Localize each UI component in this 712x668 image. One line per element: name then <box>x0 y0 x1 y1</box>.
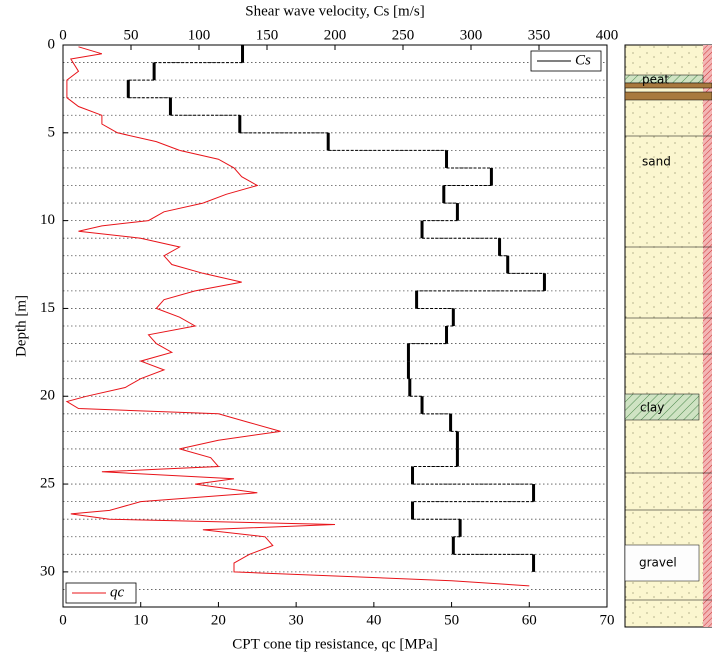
x-tick-label: 0 <box>59 612 67 628</box>
legend-label: qc <box>110 584 125 600</box>
y-tick-label: 0 <box>48 36 56 52</box>
y-tick-label: 15 <box>40 300 55 316</box>
soil-label: sand <box>642 155 671 169</box>
y-tick-label: 10 <box>40 212 55 228</box>
y-tick-label: 5 <box>48 124 56 140</box>
x-tick-label: 40 <box>366 612 381 628</box>
x2-tick-label: 100 <box>188 27 211 43</box>
soil-label: clay <box>640 401 664 415</box>
x2-tick-label: 0 <box>59 27 67 43</box>
x-tick-label: 60 <box>522 612 537 628</box>
y-tick-label: 30 <box>40 563 55 579</box>
x-tick-label: 50 <box>444 612 459 628</box>
y-axis-label: Depth [m] <box>13 295 29 357</box>
x2-tick-label: 200 <box>324 27 347 43</box>
x2-tick-label: 250 <box>392 27 415 43</box>
qc-line <box>65 46 530 587</box>
x2-tick-label: 350 <box>528 27 551 43</box>
y-tick-label: 25 <box>40 476 55 492</box>
plot-frame <box>62 44 608 608</box>
x-axis-label: CPT cone tip resistance, qc [MPa] <box>232 636 438 652</box>
x2-tick-label: 150 <box>256 27 279 43</box>
legend-label: Cs <box>575 52 591 68</box>
x2-tick-label: 400 <box>596 27 619 43</box>
x2-axis-label: Shear wave velocity, Cs [m/s] <box>245 3 424 19</box>
soil-column: peat sand clay gravel <box>624 44 712 628</box>
x-tick-label: 30 <box>289 612 304 628</box>
soil-label: peat <box>642 73 669 87</box>
x-tick-label: 10 <box>133 612 148 628</box>
x-tick-label: 20 <box>211 612 226 628</box>
x2-tick-label: 50 <box>124 27 139 43</box>
y-tick-label: 20 <box>40 388 55 404</box>
soil-label: gravel <box>639 556 677 570</box>
x2-tick-label: 300 <box>460 27 483 43</box>
x-tick-label: 70 <box>600 612 615 628</box>
